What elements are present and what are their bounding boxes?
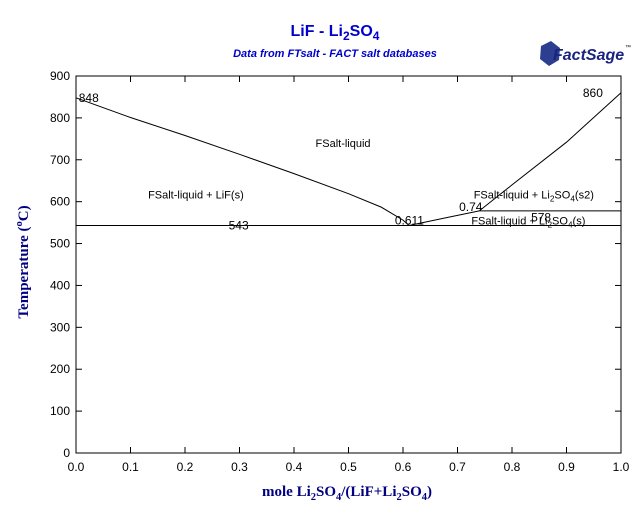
rich-text-part: FSalt-liquid + Li bbox=[471, 216, 547, 228]
x-tick-label: 0.7 bbox=[449, 460, 466, 474]
x-tick-label: 0.3 bbox=[231, 460, 248, 474]
rich-text-part: 2 bbox=[396, 492, 401, 503]
region-label: FSalt-liquid bbox=[316, 138, 371, 150]
rich-text-part: SO bbox=[350, 23, 373, 40]
y-tick-label: 700 bbox=[50, 153, 70, 167]
phase-boundary-1 bbox=[408, 210, 480, 226]
x-tick-label: 0.5 bbox=[340, 460, 357, 474]
y-tick-label: 400 bbox=[50, 278, 70, 292]
y-tick-label: 600 bbox=[50, 195, 70, 209]
rich-text-part: 2 bbox=[343, 29, 350, 43]
rich-text-part: Temperature ( bbox=[16, 227, 32, 319]
logo-emblem bbox=[540, 41, 560, 66]
rich-text-part: SO bbox=[402, 484, 422, 500]
y-tick-label: 0 bbox=[63, 446, 70, 460]
point-label: 860 bbox=[583, 86, 603, 100]
y-axis-label: Temperature (oC) bbox=[14, 205, 32, 318]
rich-text-part: 2 bbox=[547, 221, 552, 230]
rich-text-part: FSalt-liquid + LiF(s) bbox=[148, 190, 244, 202]
plot-area bbox=[75, 75, 622, 454]
x-tick-label: 0.9 bbox=[558, 460, 575, 474]
phase-boundaries bbox=[75, 92, 622, 226]
chart-subtitle: Data from FTsalt - FACT salt databases bbox=[233, 48, 437, 60]
phase-boundary-2 bbox=[478, 92, 622, 212]
x-tick-label: 0.1 bbox=[122, 460, 139, 474]
rich-text-part: FSalt-liquid bbox=[316, 138, 371, 150]
logo-tm: ™ bbox=[625, 44, 631, 51]
phase-boundary-0 bbox=[75, 97, 410, 226]
rich-text-part: 2 bbox=[311, 492, 316, 503]
y-tick-label: 500 bbox=[50, 237, 70, 251]
point-label: 543 bbox=[229, 219, 249, 233]
y-tick-label: 800 bbox=[50, 111, 70, 125]
point-label: 848 bbox=[79, 91, 99, 105]
y-tick-label: 300 bbox=[50, 320, 70, 334]
plot-frame bbox=[75, 75, 622, 454]
factsage-logo: FactSage ™ bbox=[540, 41, 631, 66]
x-axis-label: mole Li2SO4/(LiF+Li2SO4) bbox=[262, 484, 432, 503]
rich-text-part: ) bbox=[427, 484, 432, 500]
region-label: FSalt-liquid + Li2SO4(s2) bbox=[474, 190, 594, 204]
y-tick-label: 100 bbox=[50, 404, 70, 418]
y-tick-label: 900 bbox=[50, 69, 70, 83]
axis-ticks: 0.0 0.1 0.2 0.3 0.4 0.5 0.6 0.7 0.8 0.9 1.0 0 100 200… bbox=[50, 69, 630, 474]
rich-text-part: SO bbox=[316, 484, 336, 500]
chart-title: LiF - Li2SO4 bbox=[291, 23, 380, 43]
point-labels: 848 860 543 0.611 0.74 578 bbox=[79, 86, 603, 233]
y-tick-label: 200 bbox=[50, 362, 70, 376]
x-tick-label: 0.2 bbox=[177, 460, 194, 474]
rich-text-part: 4 bbox=[373, 29, 380, 43]
x-tick-label: 0.0 bbox=[68, 460, 85, 474]
logo-text: FactSage bbox=[553, 47, 624, 64]
rich-text-part: LiF - Li bbox=[291, 23, 343, 40]
point-label: 0.611 bbox=[395, 214, 424, 228]
rich-text-part: mole Li bbox=[262, 484, 311, 500]
rich-text-part: 4 bbox=[336, 492, 342, 503]
point-label: 578 bbox=[531, 211, 551, 225]
rich-text-part: C) bbox=[16, 205, 32, 221]
region-label: FSalt-liquid + LiF(s) bbox=[148, 190, 244, 202]
region-label: FSalt-liquid + Li2SO4(s) bbox=[471, 216, 585, 230]
x-tick-label: 0.8 bbox=[504, 460, 521, 474]
x-tick-label: 0.6 bbox=[395, 460, 412, 474]
rich-text-part: FSalt-liquid + Li bbox=[474, 190, 550, 202]
x-tick-label: 1.0 bbox=[613, 460, 630, 474]
rich-text-part: (s2) bbox=[575, 190, 594, 202]
rich-text-part: (s) bbox=[573, 216, 586, 228]
rich-text-part: 4 bbox=[568, 221, 573, 230]
rich-text-part: 4 bbox=[422, 492, 428, 503]
rich-text-part: 4 bbox=[570, 195, 575, 204]
x-tick-label: 0.4 bbox=[286, 460, 303, 474]
rich-text-part: SO bbox=[554, 190, 570, 202]
point-label: 0.74 bbox=[459, 200, 483, 214]
rich-text-part: o bbox=[14, 221, 25, 226]
rich-text-part: /(LiF+Li bbox=[340, 484, 396, 500]
rich-text-part: 2 bbox=[550, 195, 555, 204]
rich-text-part: SO bbox=[552, 216, 568, 228]
region-labels: FSalt-liquid FSalt-liquid + LiF(s) FSalt-l… bbox=[148, 138, 594, 229]
